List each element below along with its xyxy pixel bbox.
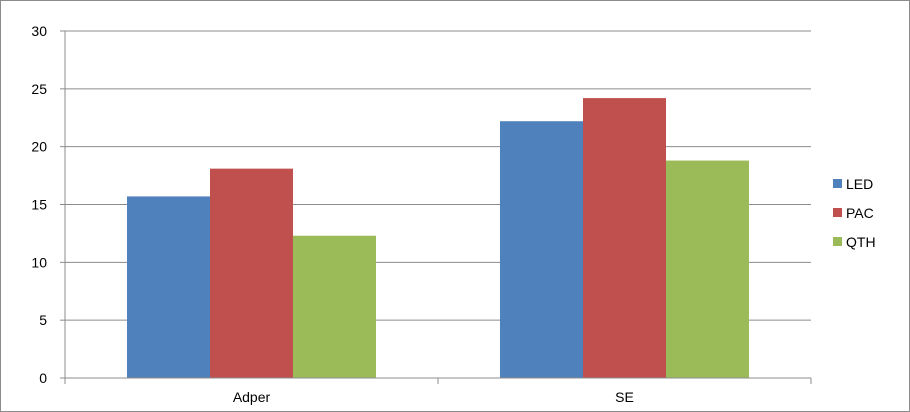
bar-pac-se xyxy=(583,98,666,378)
x-tick-label: SE xyxy=(615,389,634,405)
x-tick-label: Adper xyxy=(233,389,271,405)
bar-led-adper xyxy=(127,196,210,378)
legend-label-pac: PAC xyxy=(846,205,874,221)
bar-qth-adper xyxy=(293,235,376,378)
legend: LED PAC QTH xyxy=(833,176,876,250)
legend-swatch-pac xyxy=(833,208,842,217)
y-tick-label: 30 xyxy=(31,23,47,39)
y-tick-label: 5 xyxy=(39,312,47,328)
bars xyxy=(127,98,749,378)
axes xyxy=(60,30,812,384)
y-tick-label: 10 xyxy=(31,254,47,270)
y-tick-labels: 0 5 10 15 20 25 30 xyxy=(31,23,47,386)
y-tick-label: 20 xyxy=(31,139,47,155)
x-tick-labels: Adper SE xyxy=(233,389,634,405)
y-tick-label: 15 xyxy=(31,197,47,213)
bar-pac-adper xyxy=(210,168,293,378)
bar-qth-se xyxy=(666,160,749,378)
legend-label-led: LED xyxy=(846,176,873,192)
legend-swatch-qth xyxy=(833,237,842,246)
bar-led-se xyxy=(500,121,583,378)
legend-swatch-led xyxy=(833,179,842,188)
y-tick-label: 25 xyxy=(31,81,47,97)
legend-label-qth: QTH xyxy=(846,234,876,250)
y-tick-label: 0 xyxy=(39,370,47,386)
